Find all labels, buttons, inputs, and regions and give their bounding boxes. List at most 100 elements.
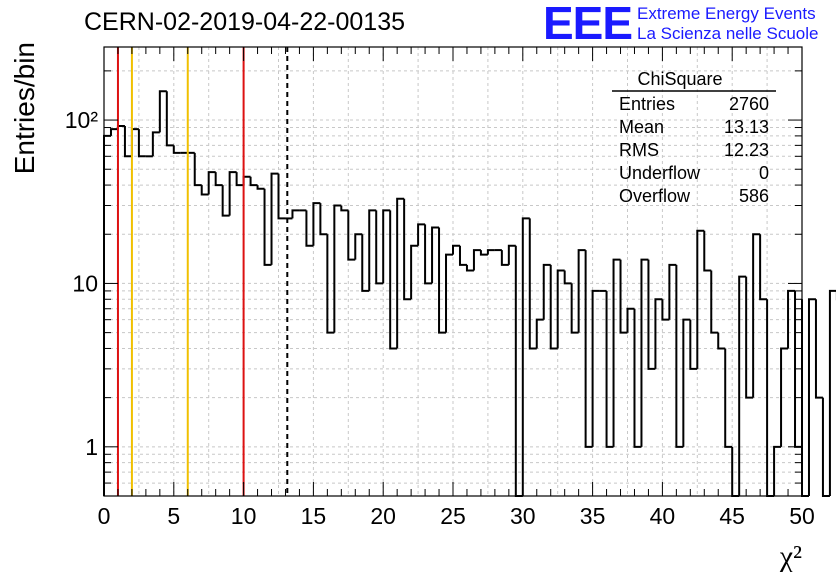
- histogram-bin: [724, 348, 733, 448]
- histogram-bin: [228, 171, 237, 216]
- histogram-bin: [521, 217, 530, 496]
- histogram-bin: [472, 249, 481, 271]
- x-tick-label: 5: [167, 503, 180, 529]
- x-tick-label: 10: [231, 503, 257, 529]
- histogram-bin: [633, 308, 642, 448]
- histogram-bin: [172, 145, 181, 154]
- axis-tick-labels: 0 5 10 15 20 25 30 35 40 45 50 1 10 10²: [65, 107, 815, 529]
- histogram-bin: [759, 234, 768, 301]
- x-tick-label: 35: [580, 503, 606, 529]
- histogram-bin: [682, 318, 691, 447]
- eee-logo: EEE: [543, 0, 633, 49]
- histogram-bin: [319, 203, 328, 236]
- histogram-bin: [270, 172, 279, 265]
- histogram-bin: [717, 332, 726, 350]
- histogram-bin: [354, 233, 363, 260]
- histogram-bin: [535, 318, 544, 349]
- histogram-bin: [137, 129, 146, 158]
- x-axis-label: χ²: [779, 540, 802, 572]
- histogram-bin: [340, 205, 349, 212]
- stats-value: 13.13: [724, 117, 769, 137]
- histogram-bin: [123, 125, 132, 158]
- histogram-bin: [249, 176, 258, 187]
- y-tick-label: 1: [85, 434, 98, 460]
- histogram-bin: [570, 283, 579, 334]
- histogram-bin: [787, 289, 796, 349]
- histogram-bin: [103, 134, 111, 496]
- brand-line-2: La Scienza nelle Scuole: [637, 24, 819, 43]
- histogram-bin: [556, 269, 565, 349]
- stats-value: 2760: [729, 94, 769, 114]
- histogram-bin: [235, 172, 244, 187]
- histogram-bin: [703, 230, 712, 272]
- stats-label: Mean: [619, 117, 664, 137]
- histogram-bin: [291, 209, 300, 219]
- histogram-bin: [780, 347, 789, 447]
- x-tick-label: 50: [789, 503, 815, 529]
- x-tick-label: 40: [650, 503, 676, 529]
- histogram-bin: [389, 210, 398, 350]
- histogram-bin: [619, 259, 628, 334]
- stats-label: RMS: [619, 140, 659, 160]
- histogram-bin: [445, 253, 453, 333]
- histogram-bin: [438, 227, 447, 334]
- histogram-bin: [773, 445, 782, 496]
- histogram-bin: [417, 223, 426, 246]
- histogram-bin: [661, 299, 670, 321]
- histogram-bin: [396, 197, 405, 349]
- stats-box: ChiSquare Entries 2760 Mean 13.13 RMS 12.23 Und…: [612, 69, 776, 206]
- histogram-bin: [542, 263, 551, 320]
- y-tick-label: 10²: [65, 107, 99, 133]
- histogram-bin: [361, 234, 370, 292]
- y-tick-label: 10: [72, 270, 98, 296]
- histogram-bin: [368, 209, 377, 291]
- histogram-bin: [465, 264, 474, 272]
- histogram-bin: [807, 298, 816, 496]
- histogram-bin: [452, 244, 460, 255]
- x-tick-label: 30: [510, 503, 536, 529]
- histogram-bin: [479, 250, 488, 256]
- histogram-bin: [612, 258, 621, 447]
- stats-value: 12.23: [724, 140, 769, 160]
- histogram-bin: [424, 224, 433, 285]
- brand-line-1: Extreme Energy Events: [637, 4, 816, 23]
- histogram-bin: [640, 258, 649, 447]
- histogram-bin: [738, 275, 747, 496]
- histogram-bin: [242, 175, 251, 186]
- axis-ticks: [103, 47, 803, 497]
- y-axis-label: Entries/bin: [9, 42, 40, 174]
- histogram-bin: [591, 289, 600, 447]
- histogram-bin: [563, 270, 572, 285]
- stats-label: Overflow: [619, 186, 691, 206]
- x-tick-label: 20: [370, 503, 396, 529]
- histogram-bin: [500, 250, 509, 266]
- histogram-bin: [458, 245, 467, 266]
- x-tick-label: 25: [440, 503, 466, 529]
- stats-value: 586: [739, 186, 769, 206]
- stats-title: ChiSquare: [637, 69, 722, 89]
- histogram-bin: [696, 229, 705, 369]
- histogram-bin: [605, 290, 614, 448]
- histogram-bin: [326, 234, 335, 334]
- histogram-bin: [828, 289, 836, 496]
- histogram-bin: [130, 128, 139, 157]
- histogram-bin: [689, 319, 698, 370]
- histogram-bin: [214, 172, 223, 187]
- histogram-bin: [710, 270, 719, 334]
- histogram-bin: [821, 397, 830, 497]
- histogram-bin: [263, 188, 272, 266]
- histogram-bin: [528, 218, 537, 350]
- histogram-bin: [347, 210, 356, 261]
- histogram-bin: [333, 204, 342, 333]
- histogram-bin: [431, 226, 440, 284]
- x-tick-label: 0: [98, 503, 111, 529]
- histogram-bin: [312, 202, 321, 246]
- histogram-bin: [752, 233, 761, 398]
- histogram-bin: [814, 299, 823, 399]
- histogram-bin: [375, 210, 384, 285]
- histogram-bin: [801, 446, 809, 497]
- histogram-bin: [158, 90, 167, 133]
- histogram-bin: [410, 244, 419, 300]
- histogram-bin: [382, 209, 391, 284]
